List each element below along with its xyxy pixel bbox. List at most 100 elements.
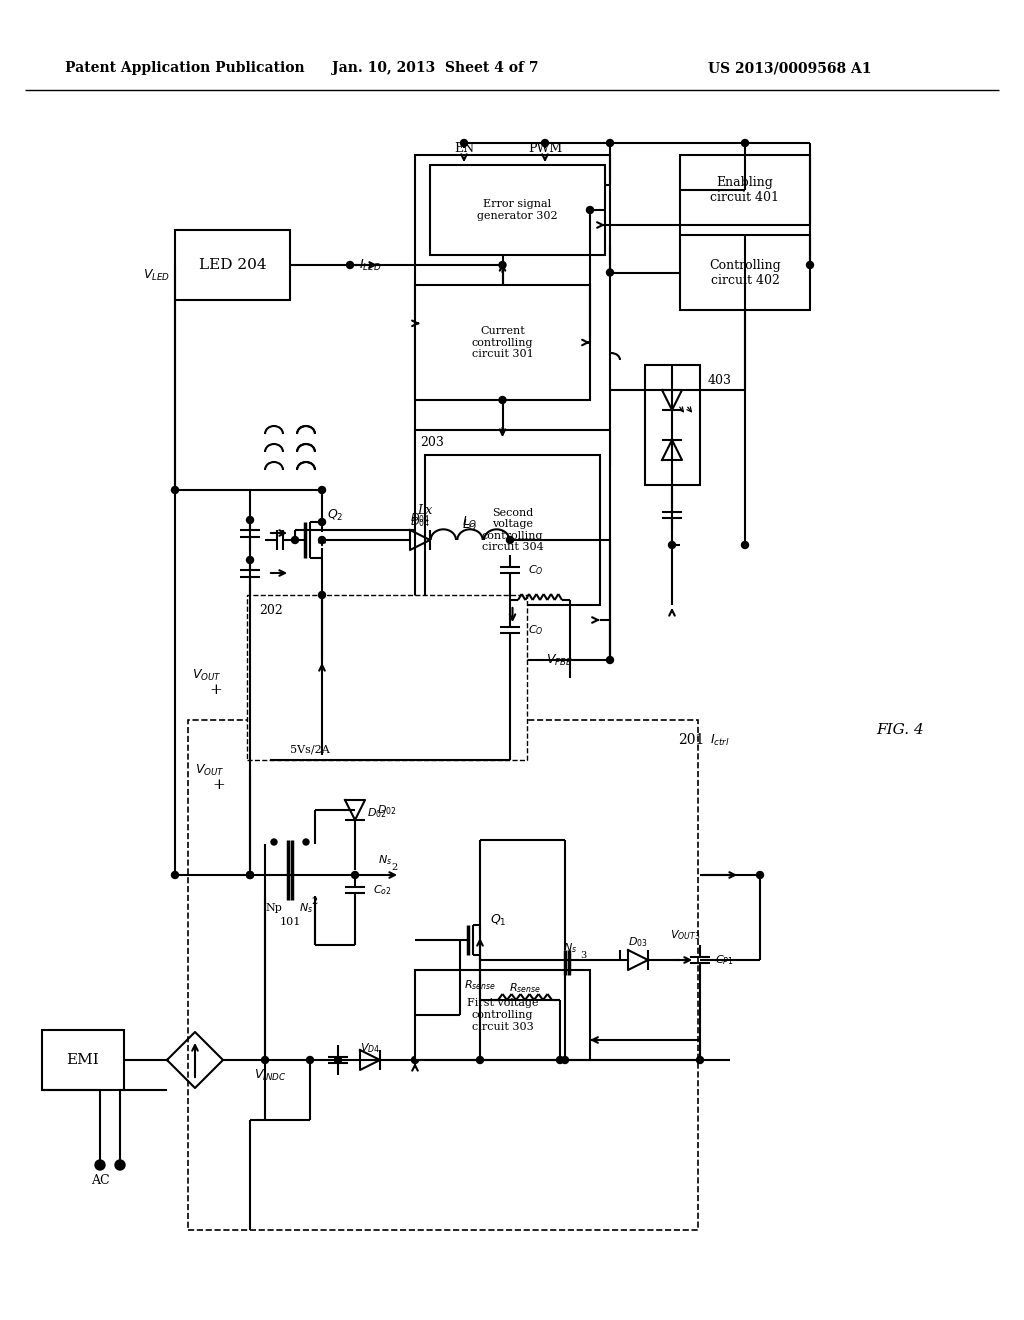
Text: Enabling
circuit 401: Enabling circuit 401 <box>711 176 779 205</box>
Text: 5Vs/2A: 5Vs/2A <box>290 744 330 755</box>
Text: $V_{D4}$: $V_{D4}$ <box>359 1041 380 1055</box>
Circle shape <box>669 541 676 549</box>
Text: 203: 203 <box>420 436 443 449</box>
Text: Np: Np <box>265 903 283 913</box>
Bar <box>430 165 605 255</box>
Text: Current
controlling
circuit 301: Current controlling circuit 301 <box>472 326 534 359</box>
Text: $N_s$: $N_s$ <box>299 902 313 915</box>
Text: US 2013/0009568 A1: US 2013/0009568 A1 <box>709 61 871 75</box>
Text: 202: 202 <box>259 603 283 616</box>
Circle shape <box>351 871 358 879</box>
Text: Jan. 10, 2013  Sheet 4 of 7: Jan. 10, 2013 Sheet 4 of 7 <box>332 61 539 75</box>
Text: 3: 3 <box>580 950 586 960</box>
Text: $C_O$: $C_O$ <box>528 623 544 636</box>
Circle shape <box>606 140 613 147</box>
Bar <box>415 970 590 1060</box>
Text: LED 204: LED 204 <box>199 257 266 272</box>
Text: $V_{OUT}$: $V_{OUT}$ <box>196 763 225 777</box>
Text: $V_{LED}$: $V_{LED}$ <box>142 268 170 282</box>
Text: Controlling
circuit 402: Controlling circuit 402 <box>710 259 781 286</box>
Circle shape <box>115 1160 125 1170</box>
Text: $I_{LED}$: $I_{LED}$ <box>358 257 381 272</box>
Circle shape <box>318 536 326 544</box>
Text: +: + <box>212 777 225 792</box>
Bar <box>680 235 810 310</box>
Circle shape <box>696 1056 703 1064</box>
Text: $R_{sense}$: $R_{sense}$ <box>464 978 496 991</box>
Circle shape <box>346 261 353 268</box>
Circle shape <box>247 557 254 564</box>
Text: $I_{ctrl}$: $I_{ctrl}$ <box>710 733 730 747</box>
Bar <box>175 230 290 300</box>
Circle shape <box>587 206 594 214</box>
Circle shape <box>271 840 278 845</box>
Text: $L_O$: $L_O$ <box>462 517 478 532</box>
Text: EMI: EMI <box>67 1053 99 1067</box>
Circle shape <box>247 871 254 879</box>
Text: 2: 2 <box>311 898 317 907</box>
Text: FIG. 4: FIG. 4 <box>877 723 924 737</box>
Text: 201: 201 <box>678 733 705 747</box>
Circle shape <box>476 1056 483 1064</box>
Text: Error signal
generator 302: Error signal generator 302 <box>477 199 558 220</box>
Text: $V_{OUT3}$: $V_{OUT3}$ <box>670 928 700 942</box>
Bar <box>680 154 810 224</box>
Text: $D_{02}$: $D_{02}$ <box>367 807 387 820</box>
Text: 2: 2 <box>392 863 398 873</box>
Circle shape <box>606 656 613 664</box>
Text: $V_{OUT}$: $V_{OUT}$ <box>193 668 222 682</box>
Text: $D_{04}$: $D_{04}$ <box>410 515 430 529</box>
Circle shape <box>247 871 254 879</box>
Text: Lx: Lx <box>418 503 432 516</box>
Circle shape <box>542 140 549 147</box>
Bar <box>645 366 700 484</box>
Circle shape <box>292 536 299 544</box>
Bar <box>425 455 600 605</box>
Text: EN: EN <box>454 141 474 154</box>
Circle shape <box>556 1056 563 1064</box>
Circle shape <box>507 536 513 544</box>
Text: PWM: PWM <box>528 141 562 154</box>
Circle shape <box>606 269 613 276</box>
Text: $C_{o2}$: $C_{o2}$ <box>373 883 391 896</box>
Text: $C_{P1}$: $C_{P1}$ <box>715 953 734 966</box>
Text: $L_O$: $L_O$ <box>462 515 478 529</box>
Text: Patent Application Publication: Patent Application Publication <box>66 61 305 75</box>
Text: $V_{INDC}$: $V_{INDC}$ <box>254 1068 287 1082</box>
Text: $D_{02}$: $D_{02}$ <box>377 803 396 817</box>
Circle shape <box>171 871 178 879</box>
Circle shape <box>335 1056 341 1064</box>
Circle shape <box>318 519 326 525</box>
Text: $N_s$: $N_s$ <box>563 941 578 954</box>
Circle shape <box>561 1056 568 1064</box>
Circle shape <box>261 1056 268 1064</box>
Circle shape <box>757 871 764 879</box>
Text: First voltage
controlling
circuit 303: First voltage controlling circuit 303 <box>467 998 539 1032</box>
Circle shape <box>95 1160 105 1170</box>
Bar <box>415 154 610 465</box>
Bar <box>188 719 698 1230</box>
Circle shape <box>318 487 326 494</box>
Text: AC: AC <box>91 1173 110 1187</box>
Text: 101: 101 <box>280 917 301 927</box>
Text: $Q_1$: $Q_1$ <box>490 912 507 928</box>
Text: $D_{03}$: $D_{03}$ <box>628 935 648 949</box>
Circle shape <box>741 541 749 549</box>
Circle shape <box>412 1056 419 1064</box>
Text: $V_{FBE}$: $V_{FBE}$ <box>547 652 573 668</box>
Circle shape <box>318 591 326 598</box>
Circle shape <box>461 140 468 147</box>
Circle shape <box>171 487 178 494</box>
Text: 403: 403 <box>708 374 732 387</box>
Text: Second
voltage
controlling
circuit 304: Second voltage controlling circuit 304 <box>481 508 544 552</box>
Text: $D_{04}$: $D_{04}$ <box>410 511 430 525</box>
Circle shape <box>306 1056 313 1064</box>
Bar <box>415 285 590 400</box>
Circle shape <box>499 261 506 268</box>
Text: +: + <box>209 682 222 697</box>
Circle shape <box>741 140 749 147</box>
Circle shape <box>247 516 254 524</box>
Circle shape <box>807 261 813 268</box>
Text: $Q_2$: $Q_2$ <box>327 507 343 523</box>
Text: $C_O$: $C_O$ <box>528 564 544 577</box>
